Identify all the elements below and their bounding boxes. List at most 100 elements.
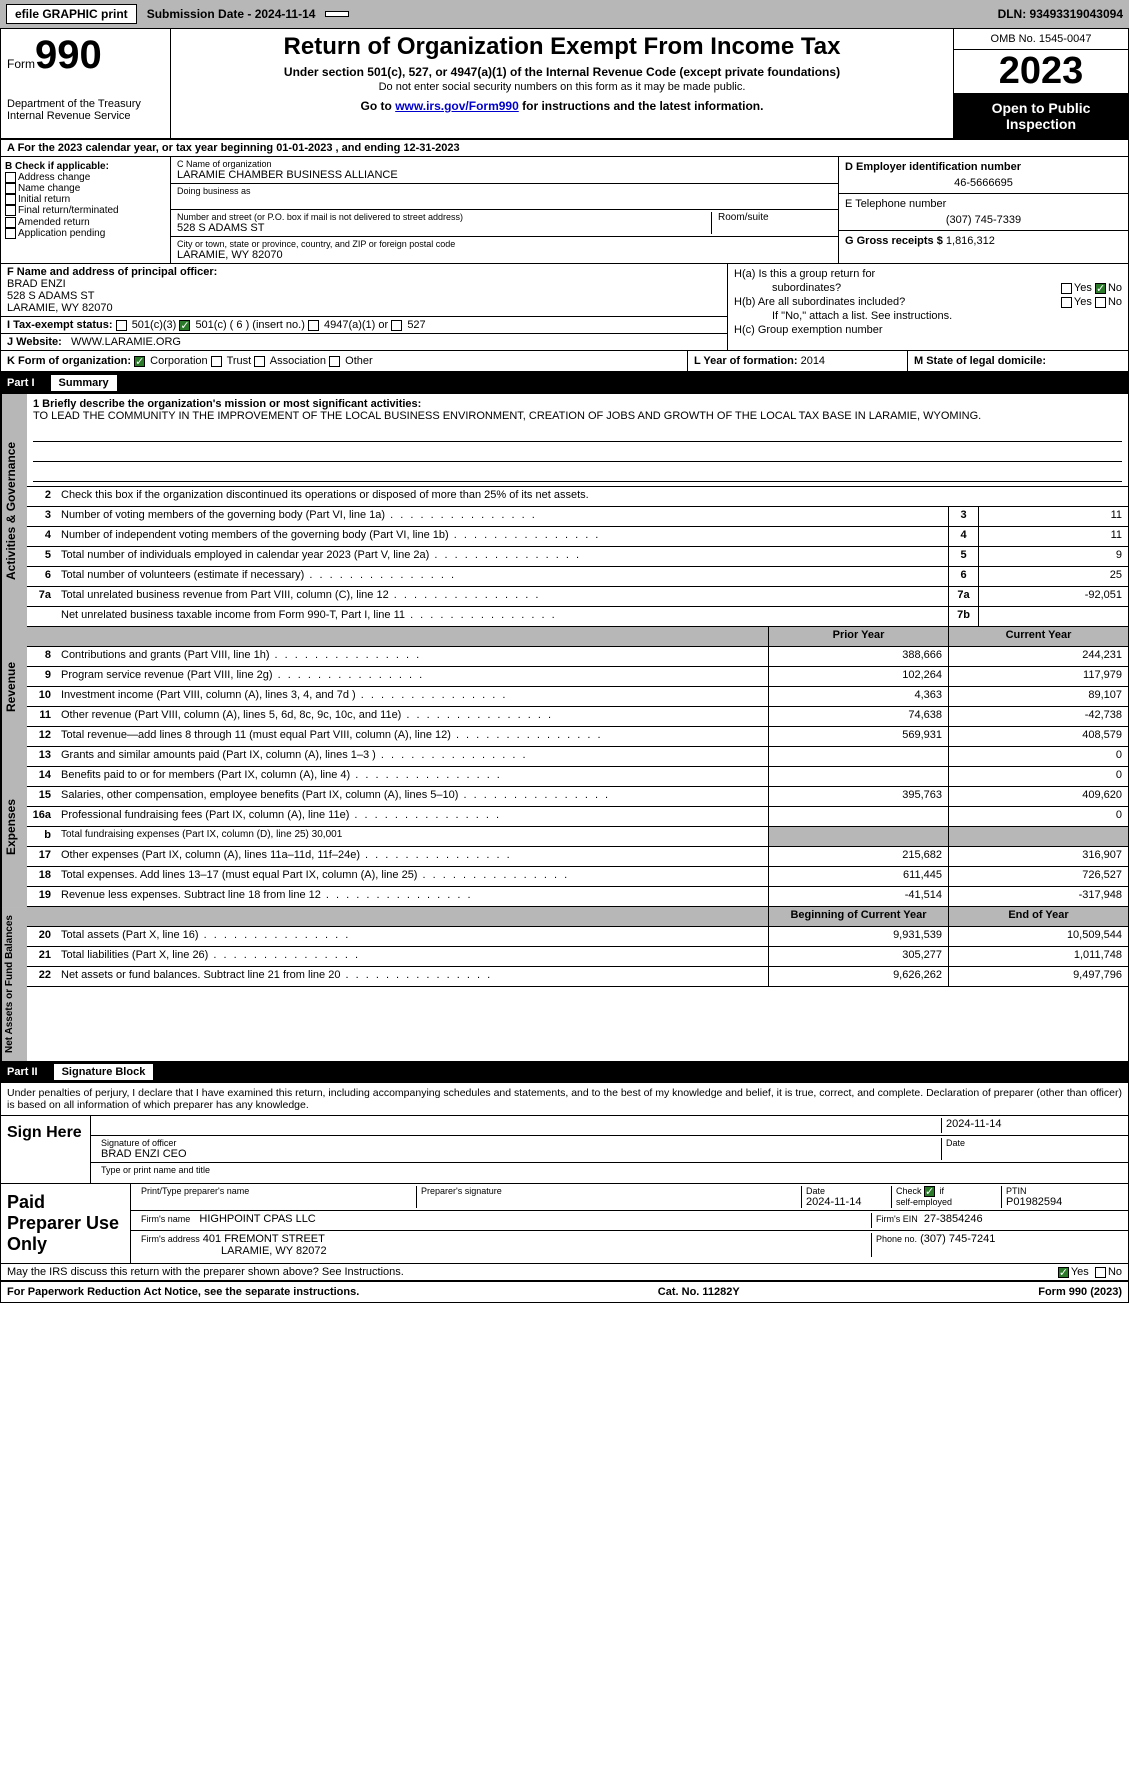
telephone: (307) 745-7339	[845, 214, 1122, 226]
header-left: Form990 Department of the Treasury Inter…	[1, 29, 171, 138]
activities-governance-section: Activities & Governance 1 Briefly descri…	[1, 394, 1128, 627]
org-name: LARAMIE CHAMBER BUSINESS ALLIANCE	[177, 169, 832, 181]
checkbox-501c[interactable]	[179, 320, 190, 331]
checkbox-name-change[interactable]	[5, 183, 16, 194]
row-k-l-m: K Form of organization: Corporation Trus…	[1, 351, 1128, 372]
gov-row: 3Number of voting members of the governi…	[27, 507, 1128, 527]
block-f-h-i-j: F Name and address of principal officer:…	[1, 264, 1128, 351]
form-header: Form990 Department of the Treasury Inter…	[1, 29, 1128, 140]
gov-row: 7aTotal unrelated business revenue from …	[27, 587, 1128, 607]
checkbox-corporation[interactable]	[134, 356, 145, 367]
sign-date: 2024-11-14	[942, 1118, 1122, 1133]
top-toolbar: efile GRAPHIC print Submission Date - 20…	[0, 0, 1129, 28]
irs-link[interactable]: www.irs.gov/Form990	[395, 99, 519, 113]
website: WWW.LARAMIE.ORG	[71, 336, 181, 348]
vtab-governance: Activities & Governance	[1, 394, 27, 627]
ptin: P01982594	[1006, 1196, 1118, 1208]
summary-row: 17Other expenses (Part IX, column (A), l…	[27, 847, 1128, 867]
net-assets-section: Net Assets or Fund Balances Beginning of…	[1, 907, 1128, 1061]
firm-ein: 27-3854246	[924, 1213, 983, 1225]
summary-row: bTotal fundraising expenses (Part IX, co…	[27, 827, 1128, 847]
gov-row: 5Total number of individuals employed in…	[27, 547, 1128, 567]
summary-row: 10Investment income (Part VIII, column (…	[27, 687, 1128, 707]
checkbox-self-employed[interactable]	[924, 1186, 935, 1197]
block-b-through-g: B Check if applicable: Address change Na…	[1, 157, 1128, 264]
summary-row: 15Salaries, other compensation, employee…	[27, 787, 1128, 807]
summary-row: 9Program service revenue (Part VIII, lin…	[27, 667, 1128, 687]
section-h: H(a) Is this a group return for subordin…	[728, 264, 1128, 350]
summary-row: 12Total revenue—add lines 8 through 11 (…	[27, 727, 1128, 747]
efile-print-button[interactable]: efile GRAPHIC print	[6, 4, 137, 24]
checkbox-trust[interactable]	[211, 356, 222, 367]
mission-block: 1 Briefly describe the organization's mi…	[27, 394, 1128, 487]
checkbox-discuss-yes[interactable]	[1058, 1267, 1069, 1278]
col-f-i-j: F Name and address of principal officer:…	[1, 264, 728, 350]
penalty-declaration: Under penalties of perjury, I declare th…	[1, 1083, 1128, 1116]
checkbox-initial-return[interactable]	[5, 194, 16, 205]
checkbox-ha-no[interactable]	[1095, 283, 1106, 294]
checkbox-hb-yes[interactable]	[1061, 297, 1072, 308]
gov-row: 4Number of independent voting members of…	[27, 527, 1128, 547]
summary-row: 19Revenue less expenses. Subtract line 1…	[27, 887, 1128, 907]
checkbox-527[interactable]	[391, 320, 402, 331]
checkbox-other[interactable]	[329, 356, 340, 367]
part-1-header: Part I Summary	[1, 372, 1128, 394]
part-2-header: Part II Signature Block	[1, 1061, 1128, 1083]
discuss-with-preparer: May the IRS discuss this return with the…	[1, 1264, 1128, 1281]
dropdown-button[interactable]	[325, 11, 349, 17]
section-c-name-address: C Name of organization LARAMIE CHAMBER B…	[171, 157, 838, 263]
summary-row: 11Other revenue (Part VIII, column (A), …	[27, 707, 1128, 727]
vtab-expenses: Expenses	[1, 747, 27, 907]
summary-row: 14Benefits paid to or for members (Part …	[27, 767, 1128, 787]
public-inspection: Open to Public Inspection	[954, 94, 1128, 138]
year-formation: 2014	[801, 355, 825, 367]
checkbox-amended[interactable]	[5, 217, 16, 228]
officer-name: BRAD ENZI	[7, 278, 721, 290]
gross-receipts: 1,816,312	[946, 235, 995, 247]
checkbox-501c3[interactable]	[116, 320, 127, 331]
section-b-checkboxes: B Check if applicable: Address change Na…	[1, 157, 171, 263]
header-center: Return of Organization Exempt From Incom…	[171, 29, 953, 138]
checkbox-hb-no[interactable]	[1095, 297, 1106, 308]
summary-row: 22Net assets or fund balances. Subtract …	[27, 967, 1128, 987]
checkbox-association[interactable]	[254, 356, 265, 367]
submission-date: Submission Date - 2024-11-14	[147, 7, 316, 21]
header-right: OMB No. 1545-0047 2023 Open to Public In…	[953, 29, 1128, 138]
expenses-section: Expenses 13Grants and similar amounts pa…	[1, 747, 1128, 907]
checkbox-4947[interactable]	[308, 320, 319, 331]
city-state-zip: LARAMIE, WY 82070	[177, 249, 832, 261]
gov-row: 6Total number of volunteers (estimate if…	[27, 567, 1128, 587]
summary-row: 16aProfessional fundraising fees (Part I…	[27, 807, 1128, 827]
form-word: Form	[7, 57, 35, 71]
two-col-header: Prior Year Current Year	[27, 627, 1128, 647]
form-title: Return of Organization Exempt From Incom…	[181, 33, 943, 61]
sign-here-block: Sign Here 2024-11-14 Signature of office…	[1, 1116, 1128, 1184]
summary-row: 18Total expenses. Add lines 13–17 (must …	[27, 867, 1128, 887]
checkbox-final-return[interactable]	[5, 205, 16, 216]
summary-row: 8Contributions and grants (Part VIII, li…	[27, 647, 1128, 667]
revenue-section: Revenue Prior Year Current Year 8Contrib…	[1, 627, 1128, 747]
net-header: Beginning of Current Year End of Year	[27, 907, 1128, 927]
header-sub1: Under section 501(c), 527, or 4947(a)(1)…	[181, 65, 943, 79]
section-d-e-g: D Employer identification number 46-5666…	[838, 157, 1128, 263]
officer-signature: BRAD ENZI CEO	[101, 1148, 929, 1160]
mission-text: TO LEAD THE COMMUNITY IN THE IMPROVEMENT…	[33, 410, 1122, 422]
checkbox-ha-yes[interactable]	[1061, 283, 1072, 294]
firm-name: HIGHPOINT CPAS LLC	[199, 1213, 315, 1225]
gov-row: 2Check this box if the organization disc…	[27, 487, 1128, 507]
form-number: 990	[35, 33, 102, 77]
checkbox-discuss-no[interactable]	[1095, 1267, 1106, 1278]
dln-label: DLN: 93493319043094	[998, 7, 1123, 21]
paid-preparer-block: Paid Preparer Use Only Print/Type prepar…	[1, 1184, 1128, 1264]
checkbox-address-change[interactable]	[5, 172, 16, 183]
tax-year: 2023	[954, 50, 1128, 94]
firm-phone: (307) 745-7241	[920, 1233, 995, 1245]
vtab-revenue: Revenue	[1, 627, 27, 747]
summary-row: 20Total assets (Part X, line 16)9,931,53…	[27, 927, 1128, 947]
row-a-calendar-year: A For the 2023 calendar year, or tax yea…	[1, 140, 1128, 157]
checkbox-application-pending[interactable]	[5, 228, 16, 239]
summary-row: 13Grants and similar amounts paid (Part …	[27, 747, 1128, 767]
header-sub2: Do not enter social security numbers on …	[181, 81, 943, 93]
header-sub3: Go to www.irs.gov/Form990 for instructio…	[181, 99, 943, 113]
gov-row: Net unrelated business taxable income fr…	[27, 607, 1128, 627]
